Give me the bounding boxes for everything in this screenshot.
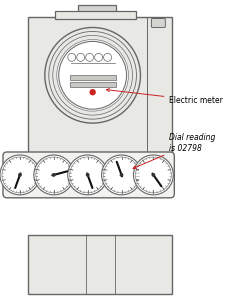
Circle shape: [68, 155, 108, 195]
FancyBboxPatch shape: [151, 19, 165, 28]
Bar: [78, 4, 116, 14]
Circle shape: [0, 155, 40, 195]
Circle shape: [135, 157, 171, 193]
Text: Electric meter: Electric meter: [106, 88, 223, 105]
Circle shape: [53, 174, 55, 176]
Circle shape: [104, 157, 139, 193]
FancyBboxPatch shape: [3, 152, 174, 198]
Circle shape: [57, 39, 129, 111]
Circle shape: [120, 174, 123, 176]
Bar: [55, 11, 136, 19]
Text: Dial reading
is 02798: Dial reading is 02798: [133, 133, 216, 169]
Circle shape: [134, 155, 173, 195]
Circle shape: [86, 53, 94, 61]
Circle shape: [95, 53, 103, 61]
Circle shape: [77, 53, 85, 61]
Circle shape: [152, 174, 155, 176]
Circle shape: [19, 174, 21, 176]
Circle shape: [36, 157, 72, 193]
Circle shape: [102, 155, 141, 195]
Circle shape: [90, 90, 95, 95]
Circle shape: [59, 41, 127, 109]
Circle shape: [104, 53, 112, 61]
Bar: [70, 75, 116, 80]
Bar: [28, 235, 172, 294]
Bar: [86, 155, 102, 173]
Bar: [28, 16, 172, 166]
Circle shape: [86, 174, 89, 176]
Circle shape: [70, 157, 106, 193]
Circle shape: [68, 53, 76, 61]
Circle shape: [34, 155, 74, 195]
Bar: [70, 82, 116, 87]
Circle shape: [2, 157, 38, 193]
